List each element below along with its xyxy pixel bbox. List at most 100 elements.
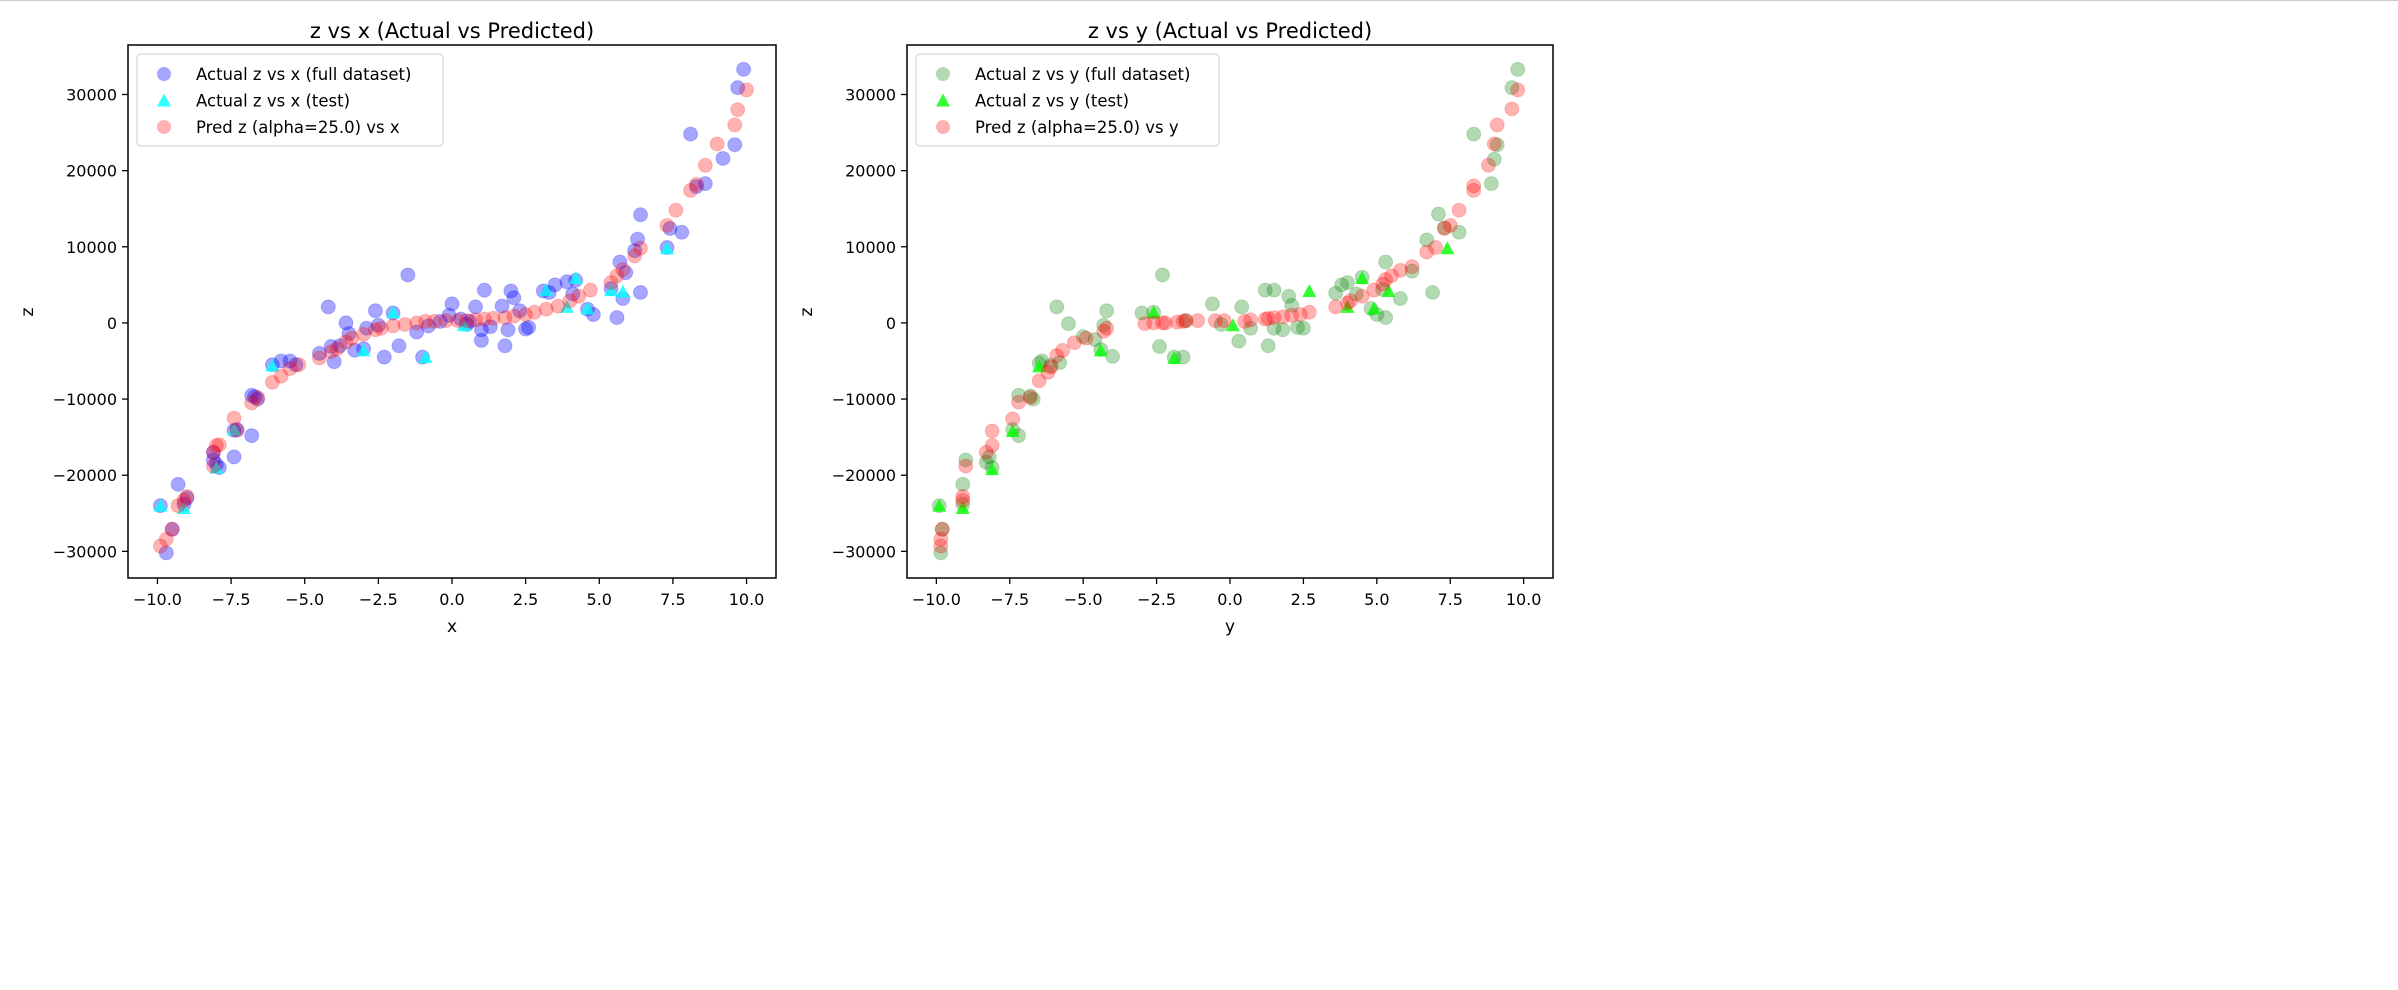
data-point xyxy=(538,301,554,317)
data-point xyxy=(1466,178,1482,194)
data-point xyxy=(1404,259,1420,275)
y-tick-label: −20000 xyxy=(832,466,896,485)
data-point xyxy=(1301,304,1317,320)
data-point xyxy=(615,262,631,278)
data-point xyxy=(1504,101,1520,117)
y-axis-label: z xyxy=(797,307,817,316)
data-point xyxy=(674,224,690,240)
data-point xyxy=(1430,206,1446,222)
legend-box xyxy=(136,53,444,147)
data-point xyxy=(506,308,522,324)
data-point xyxy=(503,283,519,299)
data-point xyxy=(1207,313,1223,329)
data-point xyxy=(688,179,704,195)
x-tick-label: 5.0 xyxy=(1364,590,1389,609)
data-point xyxy=(476,282,492,298)
data-point-triangle xyxy=(604,283,619,297)
legend-label: Actual z vs y (test) xyxy=(975,92,1129,111)
x-tick-label: −7.5 xyxy=(990,590,1029,609)
data-point xyxy=(359,320,375,336)
data-point xyxy=(958,452,974,468)
data-point xyxy=(1266,282,1282,298)
data-point xyxy=(164,521,180,537)
data-point xyxy=(1087,332,1103,348)
data-point xyxy=(247,389,263,405)
data-point xyxy=(1419,232,1435,248)
data-point xyxy=(571,288,587,304)
legend-label: Actual z vs y (full dataset) xyxy=(975,65,1190,84)
data-point-triangle xyxy=(1440,241,1455,255)
data-point xyxy=(1480,157,1496,173)
data-point xyxy=(683,182,699,198)
data-point xyxy=(955,492,971,508)
data-point xyxy=(1146,315,1162,331)
x-tick-label: 7.5 xyxy=(660,590,685,609)
data-point xyxy=(933,545,949,561)
data-point xyxy=(1175,313,1191,329)
data-point xyxy=(1378,272,1394,288)
data-point xyxy=(697,176,713,192)
data-point xyxy=(1284,307,1300,323)
data-point xyxy=(338,334,354,350)
data-point xyxy=(1061,316,1076,332)
data-point xyxy=(226,449,242,465)
data-point xyxy=(211,437,227,453)
data-point xyxy=(1266,310,1282,326)
data-point-triangle xyxy=(456,318,471,332)
data-point xyxy=(311,350,327,366)
data-point xyxy=(633,240,649,256)
data-point xyxy=(338,315,354,331)
y-tick-label: 0 xyxy=(886,314,896,333)
data-point xyxy=(1290,319,1306,335)
data-point xyxy=(1099,320,1115,336)
x-tick-label: 10.0 xyxy=(729,590,765,609)
data-point xyxy=(1489,137,1505,153)
data-point xyxy=(1257,311,1273,327)
data-point xyxy=(518,307,534,323)
data-point xyxy=(158,531,174,547)
x-tick-label: 2.5 xyxy=(1291,590,1316,609)
data-point xyxy=(1348,286,1364,302)
data-point-triangle xyxy=(580,301,595,315)
data-point xyxy=(1213,316,1229,332)
data-point xyxy=(603,275,619,291)
data-point xyxy=(1342,293,1358,309)
y-tick-label: −30000 xyxy=(53,542,117,561)
data-point xyxy=(1066,335,1082,351)
data-point xyxy=(205,444,221,460)
data-point xyxy=(709,136,725,152)
data-point xyxy=(282,353,298,369)
data-point xyxy=(497,338,513,354)
data-point xyxy=(550,298,566,314)
data-point xyxy=(229,422,245,438)
x-tick-label: −5.0 xyxy=(285,590,324,609)
data-point xyxy=(158,545,174,561)
data-point xyxy=(1052,355,1068,371)
data-point xyxy=(391,338,407,354)
data-point-triangle xyxy=(1146,305,1161,319)
legend-marker-circle xyxy=(157,120,171,134)
data-point xyxy=(152,538,168,554)
y-tick-label: −30000 xyxy=(832,542,896,561)
data-point xyxy=(1134,305,1150,321)
data-point xyxy=(1295,320,1311,336)
data-point xyxy=(438,313,454,329)
legend-marker-triangle xyxy=(157,93,171,107)
data-point xyxy=(1275,309,1291,325)
data-point xyxy=(370,317,386,333)
data-point xyxy=(1419,244,1435,260)
data-point xyxy=(1510,61,1526,77)
data-point xyxy=(341,326,357,342)
data-point xyxy=(1178,313,1194,329)
data-point xyxy=(179,489,195,505)
data-point xyxy=(367,322,383,338)
data-point xyxy=(1328,285,1344,301)
data-point xyxy=(244,428,260,444)
data-point xyxy=(444,296,460,312)
data-point xyxy=(482,319,498,335)
data-point xyxy=(176,492,192,508)
data-point xyxy=(323,339,339,355)
data-point xyxy=(1043,359,1059,375)
data-point xyxy=(1436,221,1452,237)
data-point xyxy=(273,353,289,369)
